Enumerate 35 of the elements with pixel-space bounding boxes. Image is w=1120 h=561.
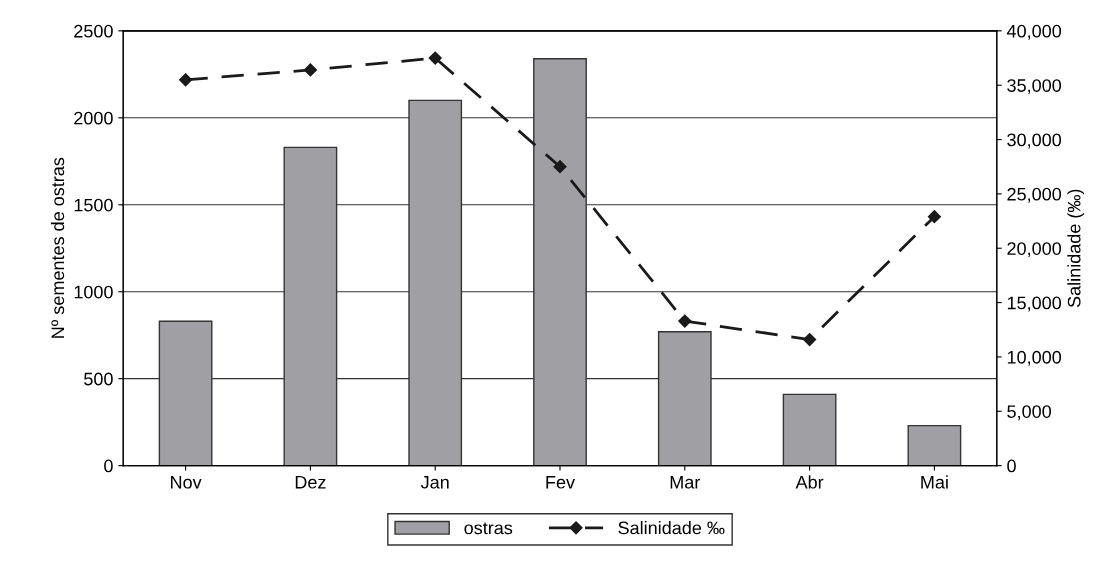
x-tick-label: Jan xyxy=(420,476,449,489)
y2-tick-label: 20,000 xyxy=(1007,242,1062,258)
point xyxy=(179,73,193,87)
y2-tick-label: 10,000 xyxy=(1007,350,1062,366)
y2-axis-title: Salinidade (‰) xyxy=(1067,189,1085,308)
legend-label: Salinidade ‰ xyxy=(618,521,725,535)
y2-tick-label: 15,000 xyxy=(1007,296,1062,312)
point xyxy=(303,63,317,77)
y-tick-label: 1000 xyxy=(74,285,113,299)
y-tick-label: 0 xyxy=(104,459,113,473)
y2-tick-label: 0 xyxy=(1007,459,1016,473)
point xyxy=(803,332,817,347)
y2-tick-label: 25,000 xyxy=(1007,187,1062,203)
y2-tick-label: 35,000 xyxy=(1007,79,1062,95)
point xyxy=(927,210,941,224)
y2-tick-label: 5,000 xyxy=(1007,405,1051,421)
y-tick-label: 1500 xyxy=(74,198,113,212)
y-tick-label: 500 xyxy=(84,372,113,386)
y2-tick-label: 30,000 xyxy=(1007,133,1062,149)
y-axis-title: Nº sementes de ostras xyxy=(50,157,65,338)
x-tick-label: Fev xyxy=(546,476,575,489)
y-tick-label: 2500 xyxy=(74,24,113,38)
point xyxy=(428,51,442,65)
x-tick-label: Abr xyxy=(795,475,824,489)
y-tick-label: 2000 xyxy=(74,111,113,125)
point xyxy=(678,314,692,328)
point xyxy=(553,160,567,174)
bar xyxy=(782,393,837,466)
x-tick-label: Dez xyxy=(295,476,326,489)
x-tick-label: Mai xyxy=(921,475,948,489)
x-tick-label: Nov xyxy=(171,476,202,489)
bar xyxy=(907,424,962,466)
y2-tick-label: 40,000 xyxy=(1006,24,1062,40)
x-tick-label: Mar xyxy=(670,476,701,489)
legend-label: ostras xyxy=(464,522,513,535)
